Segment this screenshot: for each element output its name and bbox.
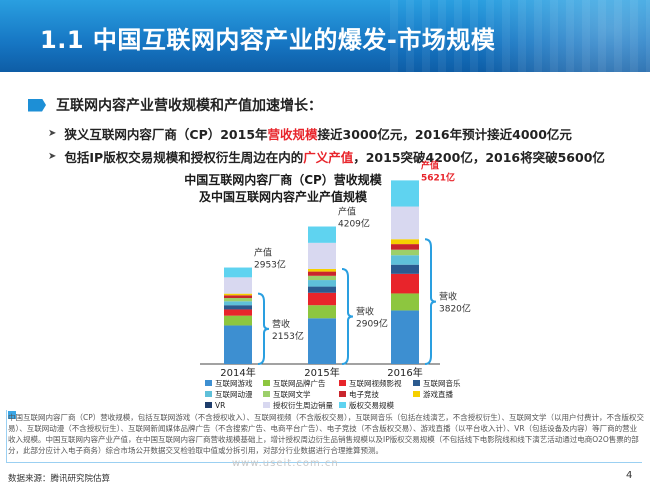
output-value-label: 5621亿 — [421, 171, 455, 183]
chart-title: 中国互联网内容厂商（CP）营收规模 及中国互联网内容产业产值规模 — [163, 172, 403, 206]
bar-segment-5 — [224, 298, 252, 302]
footnote-text: 中国互联网内容厂商（CP）营收规模，包括互联网游戏（不含授权收入）、互联网视频（… — [8, 413, 645, 455]
legend-swatch — [413, 380, 420, 386]
arrow-bullet-icon: ➤ — [48, 151, 57, 162]
revenue-value-label: 2153亿 — [272, 330, 304, 342]
revenue-value-label: 2909亿 — [356, 317, 388, 329]
bar-segment-3 — [308, 286, 336, 293]
bar-segment-2 — [308, 292, 336, 306]
bullet-text-post: 接近3000亿元，2016年预计接近4000亿元 — [317, 127, 572, 142]
bar-segment-9 — [224, 277, 252, 294]
legend-label: 互联网游戏 — [215, 378, 253, 388]
bullet-highlight: 营收规模 — [267, 127, 318, 142]
chart-title-line2: 及中国互联网内容产业产值规模 — [198, 190, 367, 204]
bar-segment-5 — [391, 249, 419, 256]
bar-segment-9 — [391, 206, 419, 240]
bullet-highlight: 广义产值 — [303, 150, 354, 165]
data-source: 数据来源：腾讯研究院估算 — [8, 474, 111, 484]
bar-segment-6 — [391, 244, 419, 250]
legend-label: 互联网音乐 — [423, 378, 461, 388]
footnote-frame — [6, 410, 642, 463]
bar-segment-6 — [308, 271, 336, 276]
revenue-brace — [257, 292, 270, 365]
bar-segment-4 — [308, 280, 336, 287]
arrow-bullet-icon: ➤ — [48, 128, 57, 139]
bar-segment-7 — [224, 293, 252, 296]
output-label-word: 产值 — [254, 247, 272, 259]
legend-label: 互联网文学 — [273, 389, 311, 399]
bar-segment-2 — [224, 309, 252, 316]
revenue-brace — [424, 238, 437, 365]
bar-segment-7 — [308, 268, 336, 272]
bar-segment-3 — [224, 305, 252, 310]
legend-swatch — [205, 391, 212, 397]
output-value-label: 2953亿 — [254, 259, 286, 271]
legend-swatch — [263, 380, 270, 386]
bullet-item: ➤ 包括IP版权交易规模和授权衍生周边在内的 广义产值 ，2015突破4200亿，2… — [48, 147, 605, 166]
x-tick-label: 2014年 — [220, 366, 255, 379]
legend-label: 互联网品牌广告 — [273, 378, 326, 388]
bar-segment-5 — [308, 275, 336, 281]
legend-swatch — [263, 391, 270, 397]
bar-segment-0 — [224, 325, 252, 364]
bar-segment-0 — [391, 310, 419, 364]
bullet-text-pre: 包括IP版权交易规模和授权衍生周边在内的 — [64, 150, 304, 165]
legend-swatch — [205, 402, 212, 408]
legend-swatch — [263, 402, 270, 408]
revenue-brace — [341, 267, 354, 365]
legend-swatch — [205, 380, 212, 386]
x-tick-label: 2015年 — [304, 366, 339, 379]
revenue-value-label: 3820亿 — [439, 303, 471, 315]
legend-swatch — [339, 402, 346, 408]
revenue-label-word: 营收 — [272, 318, 290, 330]
bar-segment-0 — [308, 318, 336, 364]
bar-segment-4 — [224, 301, 252, 306]
chart-title-line1: 中国互联网内容厂商（CP）营收规模 — [184, 173, 382, 187]
bullet-text-pre: 狭义互联网内容厂商（CP）2015年 — [64, 127, 268, 142]
page-title: 1.1 中国互联网内容产业的爆发-市场规模 — [40, 26, 496, 54]
bar-segment-7 — [391, 239, 419, 245]
x-tick-label: 2016年 — [387, 366, 422, 379]
legend-label: 互联网视频影视 — [349, 378, 402, 388]
bar-segment-4 — [391, 255, 419, 265]
title-banner: 1.1 中国互联网内容产业的爆发-市场规模 — [0, 0, 650, 72]
legend-label: 版权交易规模 — [349, 400, 394, 410]
output-label-word: 产值 — [338, 206, 356, 218]
bar-segment-10 — [391, 180, 419, 207]
section-title: 互联网内容产业营收规模和产值加速增长： — [56, 98, 322, 114]
bar-segment-10 — [308, 226, 336, 243]
page-number: 4 — [626, 470, 633, 481]
revenue-label-word: 营收 — [439, 291, 457, 303]
flag-icon — [28, 98, 46, 112]
legend-label: 授权衍生周边销量 — [273, 400, 333, 410]
bar-segment-6 — [224, 295, 252, 299]
legend-swatch — [339, 380, 346, 386]
legend-label: 游戏直播 — [423, 389, 453, 399]
watermark: www.useit.com.cn — [232, 458, 339, 469]
legend-label: VR — [215, 401, 225, 410]
bar-segment-1 — [391, 293, 419, 311]
bar-segment-9 — [308, 242, 336, 269]
footnote-marker — [8, 411, 16, 419]
banner-decoration — [390, 0, 650, 72]
legend-label: 电子竞技 — [349, 389, 379, 399]
bar-segment-1 — [224, 315, 252, 326]
bullet-text-post: ，2015突破4200亿，2016将突破5600亿 — [353, 150, 605, 165]
bar-segment-10 — [224, 267, 252, 278]
output-value-label: 4209亿 — [338, 218, 370, 230]
section-heading: 互联网内容产业营收规模和产值加速增长： — [28, 95, 322, 115]
revenue-label-word: 营收 — [356, 305, 374, 317]
bar-segment-3 — [391, 264, 419, 274]
bullet-item: ➤ 狭义互联网内容厂商（CP）2015年 营收规模 接近3000亿元，2016年预计… — [48, 124, 572, 143]
legend-swatch — [339, 391, 346, 397]
bar-segment-1 — [308, 305, 336, 319]
bar-segment-2 — [391, 273, 419, 294]
output-label-word: 产值 — [421, 159, 439, 171]
legend-swatch — [413, 391, 420, 397]
legend-label: 互联网动漫 — [215, 389, 253, 399]
